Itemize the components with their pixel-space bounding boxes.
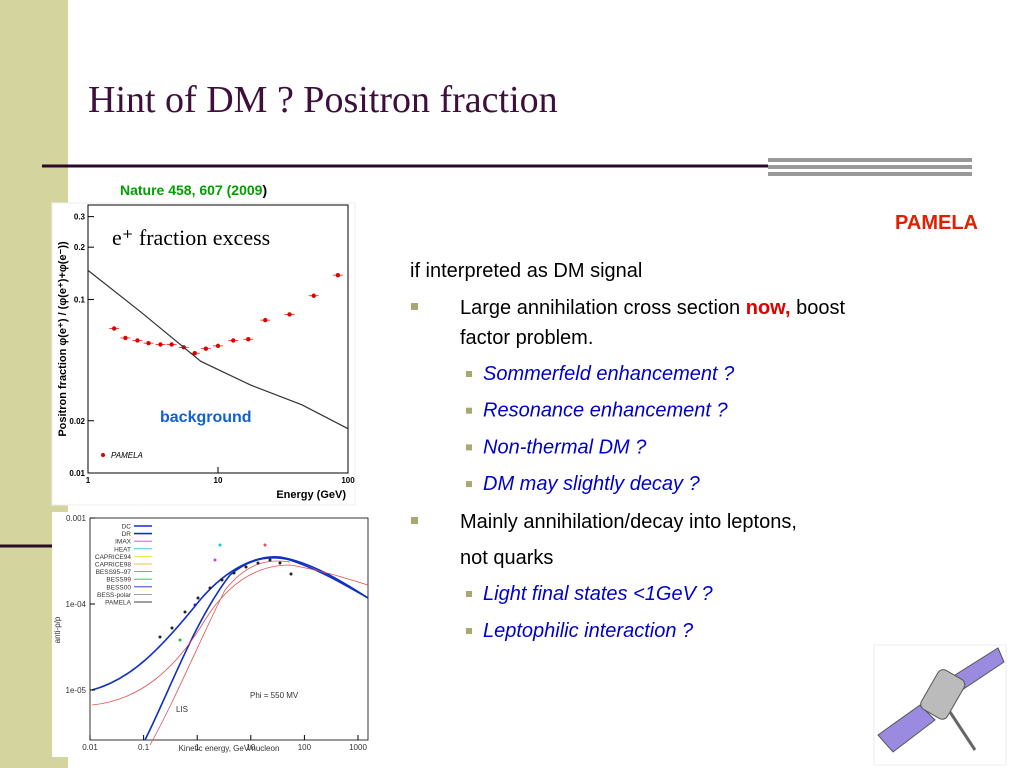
x-tick-label: 10 (246, 743, 255, 752)
t: Large annihilation cross section (460, 297, 746, 319)
sub-bullet (466, 444, 472, 451)
y-tick-label: 0.1 (74, 295, 86, 304)
data-point (231, 338, 236, 343)
x-tick-label: 100 (298, 743, 312, 752)
legend-label: HEAT (114, 546, 131, 553)
experiment: PAMELA (895, 212, 978, 234)
bullet-list: Large annihilation cross section now, bo… (411, 297, 845, 642)
sub-bullet-text: Leptophilic interaction ? (483, 620, 694, 642)
legend-label: BESS-polar (97, 592, 132, 599)
annotation: Phi = 550 MV (250, 691, 299, 700)
legend-label: DC (122, 524, 132, 531)
legend-label: CAPRICE98 (95, 562, 132, 569)
legend-label: BESS95–97 (96, 569, 132, 576)
citation-text: Nature 458, 607 (2009 (120, 182, 263, 198)
t: boost (791, 297, 846, 319)
data-point (246, 337, 251, 342)
bullet-text: Large annihilation cross section now, bo… (460, 297, 845, 319)
sub-bullet (466, 371, 472, 377)
series-label: background (160, 409, 252, 426)
x-tick-label: 1 (195, 743, 200, 752)
model-curve (149, 560, 291, 746)
sub-bullet-text: DM may slightly decay ? (483, 473, 701, 495)
sub-list: Light final states <1GeV ? Leptophilic in… (466, 583, 713, 642)
x-tick-label: 1 (86, 476, 91, 485)
model-curve (144, 557, 369, 741)
data-point (111, 326, 117, 331)
x-tick-label: 0.01 (82, 743, 98, 752)
sub-bullet-text: Light final states <1GeV ? (483, 583, 713, 605)
bullet (411, 303, 418, 310)
y-tick-label: 0.01 (69, 469, 85, 478)
x-label: Energy (GeV) (276, 489, 346, 501)
legend-label: CAPRICE94 (95, 554, 132, 561)
model-curve (91, 555, 369, 691)
sub-bullet-text: Sommerfeld enhancement ? (483, 363, 735, 385)
data-point (215, 343, 221, 349)
decor (768, 158, 972, 176)
data-point (287, 312, 292, 317)
x-tick-label: 0.1 (138, 743, 150, 752)
y-label: anti-p/p (53, 616, 62, 643)
bullet-text: not quarks (460, 547, 553, 569)
axes (89, 517, 369, 741)
x-tick-label: 1000 (349, 743, 367, 752)
y-label: Positron fraction φ(e⁺) / (φ(e⁺)+φ(e⁻)) (57, 241, 69, 437)
y-tick-label: 1e-05 (66, 686, 87, 695)
plot-frame (52, 512, 375, 757)
x-label: Kinetic energy, GeV/nucleon (179, 744, 280, 753)
data-point (146, 340, 151, 346)
bullet-text: Mainly annihilation/decay into leptons, (460, 511, 797, 533)
legend-label: PAMELA (105, 600, 132, 607)
sub-bullet (466, 481, 472, 488)
emphasis: now, (746, 297, 791, 319)
legend-label: BESS99 (106, 577, 131, 584)
sub-bullet (466, 407, 472, 414)
bullet-text: factor problem. (460, 327, 593, 349)
sub-list: Sommerfeld enhancement ? Resonance enhanc… (466, 363, 735, 495)
data-point (123, 335, 128, 341)
sub-bullet-text: Non-thermal DM ? (483, 436, 647, 458)
title: Hint of DM ? Positron fraction (88, 79, 558, 121)
sub-bullet (466, 591, 472, 597)
legend-marker (101, 453, 105, 457)
sub-bullet-text: Resonance enhancement ? (483, 400, 728, 422)
antiproton-plot: anti-p/p Kinetic energy, GeV/nucleon Phi… (53, 514, 369, 753)
legend-label: IMAX (115, 539, 132, 546)
y-tick-label: 0.02 (69, 417, 85, 426)
y-tick-label: 0.3 (74, 213, 86, 222)
legend-label: BESS00 (106, 584, 131, 591)
citation-close: ) (262, 182, 267, 198)
x-tick-label: 10 (214, 476, 223, 485)
data-point (263, 317, 268, 323)
data-point (192, 351, 197, 356)
positron-plot: e⁺ fraction excess Positron fraction φ(e… (57, 204, 355, 501)
citation: Nature 458, 607 (2009) (120, 182, 267, 198)
y-tick-label: 0.2 (74, 243, 86, 252)
annotation: e⁺ fraction excess (112, 225, 270, 250)
sub-bullet (466, 628, 472, 634)
legend-label: PAMELA (111, 451, 143, 460)
legend-label: DR (122, 531, 132, 538)
data-point (203, 346, 209, 351)
background-curve (87, 269, 349, 430)
data-point (169, 342, 174, 347)
model-curve (91, 564, 369, 706)
satellite-image (873, 644, 1007, 766)
annotation: LIS (176, 705, 188, 714)
y-tick-label: 1e-04 (66, 600, 87, 609)
x-tick-label: 100 (341, 476, 355, 485)
bullet (411, 517, 418, 524)
intro: if interpreted as DM signal (410, 260, 642, 282)
data-point (311, 293, 316, 298)
y-tick-label: 0.001 (66, 514, 87, 523)
data-point (335, 272, 341, 278)
data-points (158, 543, 293, 642)
data-point (158, 342, 163, 347)
data-point (135, 338, 140, 343)
